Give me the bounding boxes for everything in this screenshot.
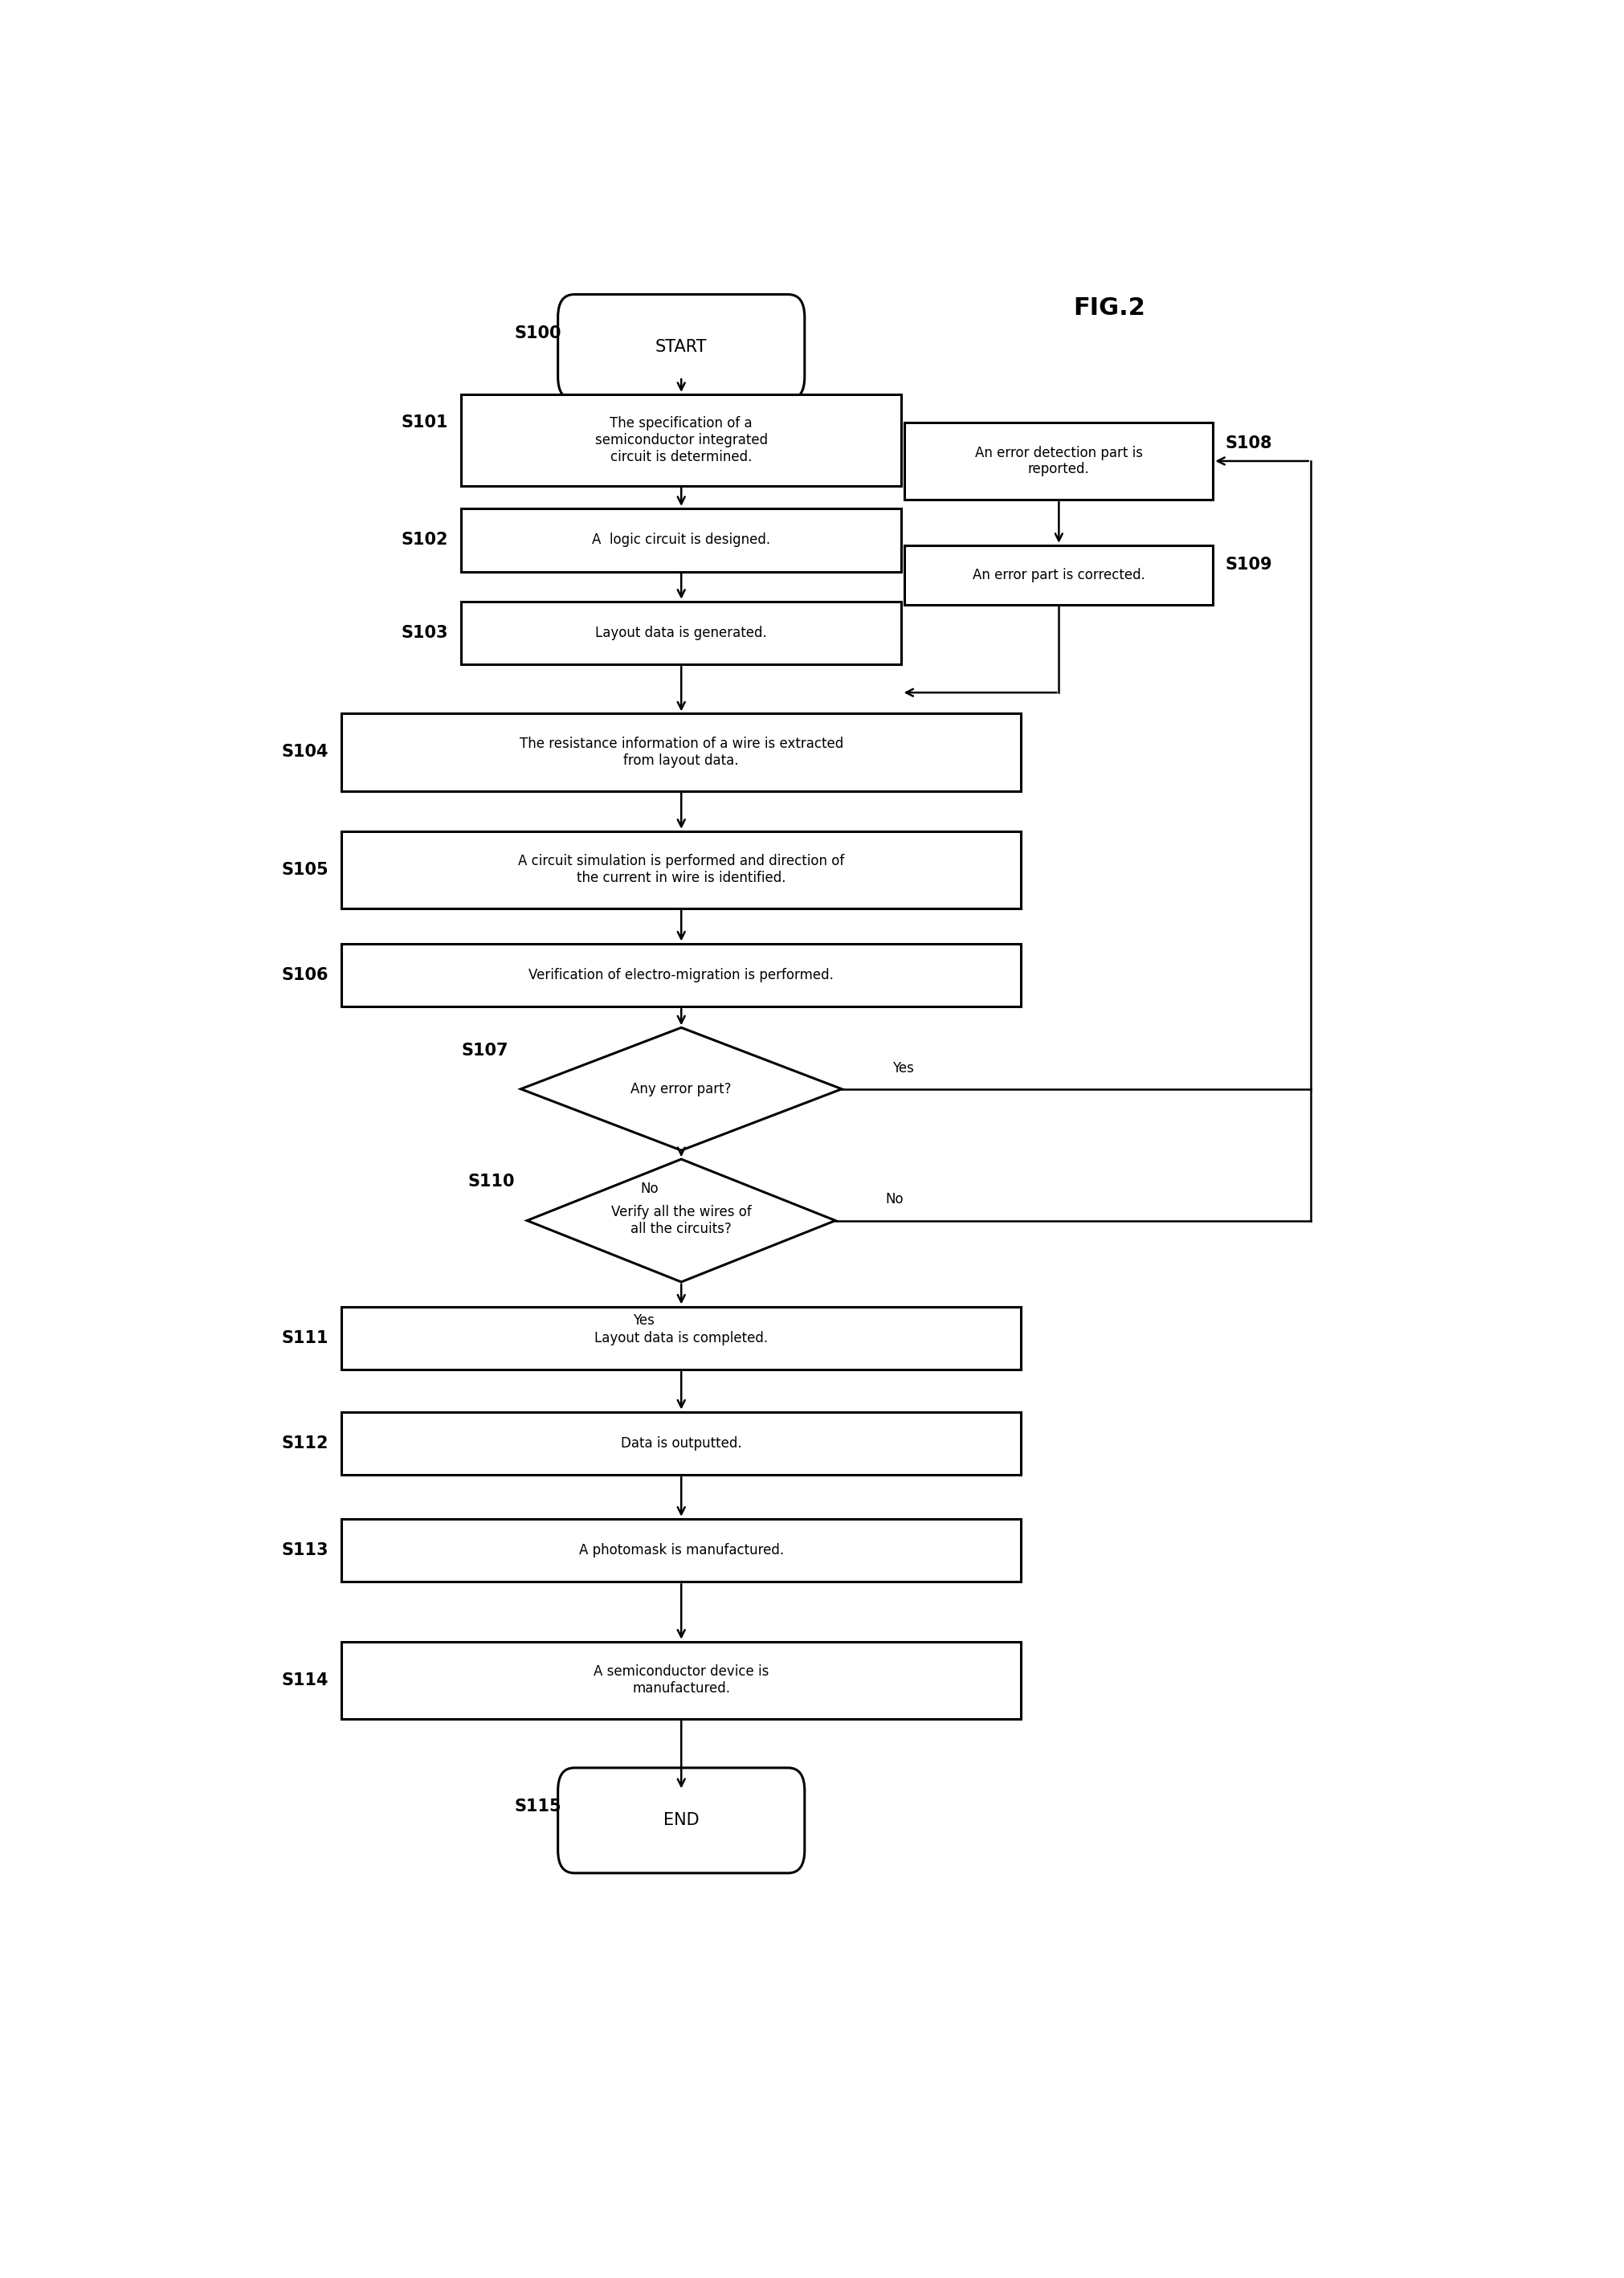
Bar xyxy=(341,943,1021,1007)
Polygon shape xyxy=(521,1027,841,1150)
Text: Layout data is generated.: Layout data is generated. xyxy=(596,626,767,640)
Text: S107: S107 xyxy=(461,1043,508,1059)
Text: FIG.2: FIG.2 xyxy=(1073,296,1145,321)
Text: END: END xyxy=(663,1813,700,1829)
Bar xyxy=(461,601,901,665)
Bar xyxy=(341,1412,1021,1474)
Text: S114: S114 xyxy=(283,1672,328,1688)
Text: Verification of electro-migration is performed.: Verification of electro-migration is per… xyxy=(529,968,833,982)
FancyBboxPatch shape xyxy=(559,294,804,399)
Text: No: No xyxy=(885,1191,905,1207)
Text: S110: S110 xyxy=(468,1173,515,1189)
Text: The specification of a
semiconductor integrated
circuit is determined.: The specification of a semiconductor int… xyxy=(594,417,768,465)
Bar xyxy=(341,1642,1021,1718)
Text: S109: S109 xyxy=(1226,556,1273,572)
Text: Verify all the wires of
all the circuits?: Verify all the wires of all the circuits… xyxy=(611,1205,752,1237)
Text: Any error part?: Any error part? xyxy=(630,1082,732,1096)
Text: Yes: Yes xyxy=(633,1314,654,1328)
Text: S103: S103 xyxy=(401,624,448,640)
Text: An error part is corrected.: An error part is corrected. xyxy=(973,567,1145,583)
FancyBboxPatch shape xyxy=(559,1768,804,1873)
Text: S101: S101 xyxy=(401,415,448,431)
Text: Layout data is completed.: Layout data is completed. xyxy=(594,1330,768,1346)
Text: S112: S112 xyxy=(283,1435,328,1451)
Text: The resistance information of a wire is extracted
from layout data.: The resistance information of a wire is … xyxy=(520,736,843,768)
Bar xyxy=(341,713,1021,790)
Bar xyxy=(461,508,901,572)
Text: Yes: Yes xyxy=(892,1062,914,1075)
Bar xyxy=(341,831,1021,909)
Text: A  logic circuit is designed.: A logic circuit is designed. xyxy=(593,533,770,547)
Bar xyxy=(905,544,1213,606)
Text: START: START xyxy=(656,339,706,355)
Bar xyxy=(905,421,1213,499)
Bar xyxy=(341,1519,1021,1581)
Text: S102: S102 xyxy=(401,533,448,549)
Text: S100: S100 xyxy=(515,326,562,342)
Text: Data is outputted.: Data is outputted. xyxy=(620,1435,742,1451)
Text: An error detection part is
reported.: An error detection part is reported. xyxy=(974,446,1143,476)
Text: S104: S104 xyxy=(283,745,328,761)
Text: S108: S108 xyxy=(1226,435,1273,451)
Text: A semiconductor device is
manufactured.: A semiconductor device is manufactured. xyxy=(594,1665,768,1695)
Text: No: No xyxy=(641,1182,659,1196)
Bar xyxy=(341,1308,1021,1369)
Text: S111: S111 xyxy=(283,1330,328,1346)
Text: S106: S106 xyxy=(283,966,328,984)
Text: A circuit simulation is performed and direction of
the current in wire is identi: A circuit simulation is performed and di… xyxy=(518,854,844,886)
Bar xyxy=(461,394,901,485)
Text: S113: S113 xyxy=(283,1542,328,1558)
Text: S115: S115 xyxy=(515,1797,562,1816)
Text: A photomask is manufactured.: A photomask is manufactured. xyxy=(578,1542,784,1558)
Polygon shape xyxy=(528,1160,835,1283)
Text: S105: S105 xyxy=(283,861,328,877)
